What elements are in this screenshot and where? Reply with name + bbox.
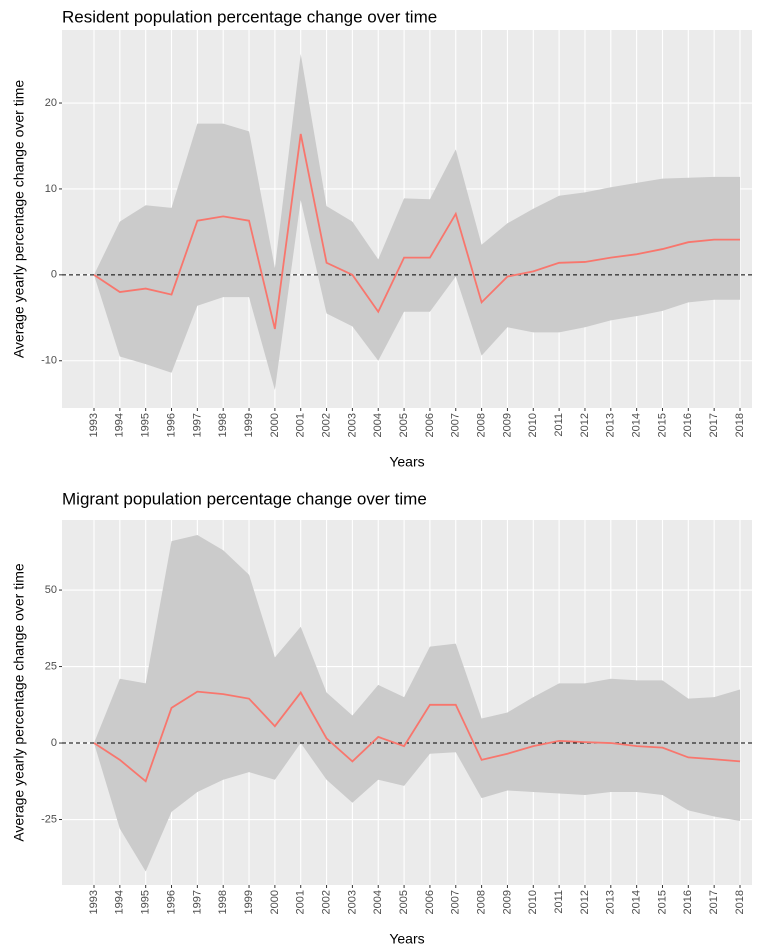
- x-tick-label: 2009: [501, 413, 513, 437]
- x-tick-label: 2018: [734, 413, 746, 437]
- x-tick-label: 2008: [476, 890, 488, 914]
- x-tick-label: 2012: [579, 413, 591, 437]
- x-tick-label: 2016: [682, 413, 694, 437]
- x-tick-label: 2000: [269, 890, 281, 914]
- x-tick-label: 2009: [501, 890, 513, 914]
- x-tick-label: 1996: [165, 890, 177, 914]
- x-tick-label: 2013: [605, 890, 617, 914]
- chart-title: Resident population percentage change ov…: [62, 7, 437, 26]
- confidence-band: [94, 534, 740, 872]
- x-tick-label: 2000: [269, 413, 281, 437]
- x-tick-label: 2002: [320, 413, 332, 437]
- x-tick-label: 2005: [398, 890, 410, 914]
- x-tick-label: 1999: [243, 413, 255, 437]
- x-tick-label: 2006: [424, 890, 436, 914]
- x-tick-label: 2001: [295, 413, 307, 437]
- x-tick-label: 2010: [527, 413, 539, 437]
- y-tick-label: 20: [45, 97, 57, 109]
- x-tick-label: 1994: [114, 890, 126, 914]
- x-tick-label: 2003: [346, 413, 358, 437]
- x-tick-label: 1993: [88, 413, 100, 437]
- line: [93, 133, 740, 330]
- y-axis-title: Average yearly percentage change over ti…: [11, 80, 27, 359]
- x-tick-label: 2011: [553, 413, 565, 437]
- x-tick-label: 2014: [631, 413, 643, 437]
- chart-title: Migrant population percentage change ove…: [62, 489, 427, 508]
- x-tick-label: 2007: [450, 413, 462, 437]
- x-tick-label: 2008: [476, 413, 488, 437]
- x-tick-label: 2001: [295, 890, 307, 914]
- x-tick-label: 2016: [682, 890, 694, 914]
- y-axis-title: Average yearly percentage change over ti…: [11, 563, 27, 842]
- x-tick-label: 1998: [217, 890, 229, 914]
- confidence-band: [94, 54, 740, 390]
- x-axis-title: Years: [389, 454, 424, 470]
- x-tick-label: 1994: [114, 413, 126, 437]
- x-tick-label: 1998: [217, 413, 229, 437]
- x-tick-label: 1993: [88, 890, 100, 914]
- x-tick-label: 2013: [605, 413, 617, 437]
- x-tick-label: 2012: [579, 890, 591, 914]
- x-tick-label: 1997: [191, 413, 203, 437]
- x-tick-label: 2011: [553, 890, 565, 914]
- x-tick-label: 2017: [708, 890, 720, 914]
- x-tick-label: 2010: [527, 890, 539, 914]
- x-tick-label: 2004: [372, 890, 384, 914]
- x-tick-label: 2017: [708, 413, 720, 437]
- x-tick-label: 2004: [372, 413, 384, 437]
- y-tick-label: 0: [51, 737, 57, 749]
- x-tick-label: 2018: [734, 890, 746, 914]
- x-tick-label: 2006: [424, 413, 436, 437]
- x-tick-label: 2002: [320, 890, 332, 914]
- x-tick-label: 1995: [140, 890, 152, 914]
- x-tick-label: 1997: [191, 890, 203, 914]
- x-tick-label: 2005: [398, 413, 410, 437]
- y-tick-label: 50: [45, 584, 57, 596]
- x-tick-label: 2015: [656, 413, 668, 437]
- x-axis-title: Years: [389, 931, 424, 947]
- x-tick-label: 1999: [243, 890, 255, 914]
- line: [93, 690, 741, 783]
- y-tick-label: 25: [45, 660, 57, 672]
- y-tick-label: -25: [41, 813, 57, 825]
- x-tick-label: 1995: [140, 413, 152, 437]
- y-tick-label: 0: [51, 269, 57, 281]
- x-tick-label: 2003: [346, 890, 358, 914]
- y-tick-label: 10: [45, 183, 57, 195]
- x-tick-label: 1996: [165, 413, 177, 437]
- y-tick-label: -10: [41, 355, 57, 367]
- x-tick-label: 2014: [631, 890, 643, 914]
- x-tick-label: 2007: [450, 890, 462, 914]
- x-tick-label: 2015: [656, 890, 668, 914]
